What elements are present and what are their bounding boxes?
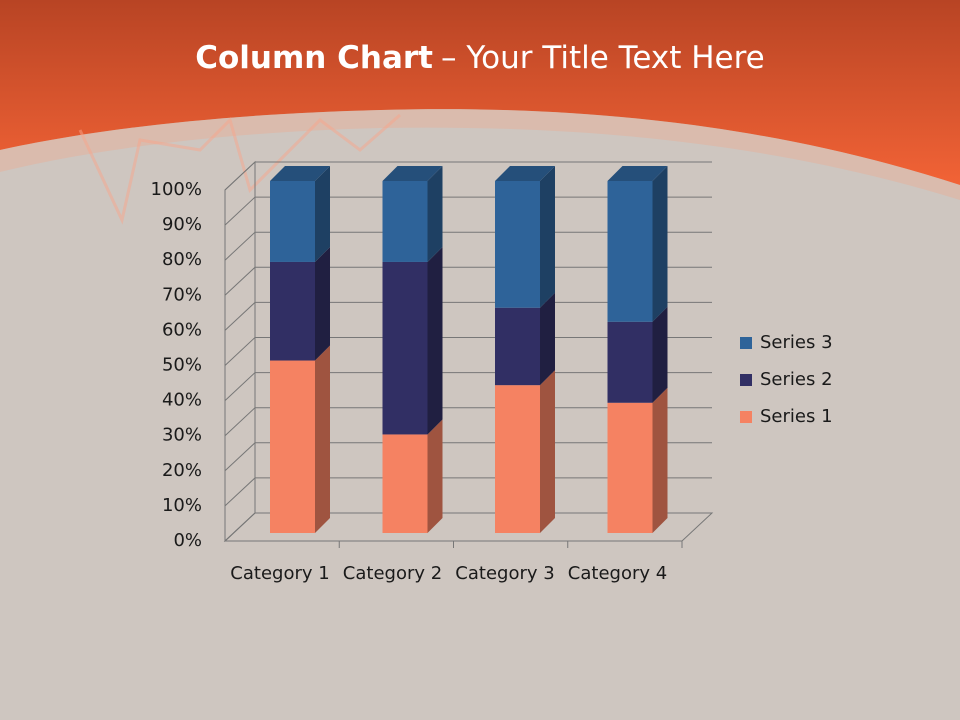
grid-line (224, 301, 712, 331)
x-tick-label: Category 3 (455, 563, 555, 584)
y-tick-label: 90% (162, 214, 202, 235)
title-bold: Column Chart (195, 40, 433, 76)
bar-side (652, 166, 668, 322)
x-tick-label: Category 1 (230, 563, 330, 584)
bar-side (540, 370, 555, 533)
bar-front (382, 434, 428, 533)
y-tick-label: 80% (162, 249, 202, 270)
bar-front (270, 360, 315, 533)
y-tick-label: 50% (162, 355, 202, 376)
grid-line (224, 477, 712, 507)
bar-front (495, 181, 540, 308)
title-rest: – Your Title Text Here (441, 40, 765, 76)
legend-swatch (740, 337, 752, 349)
bar-side (540, 166, 555, 308)
bar-side (427, 419, 443, 533)
grid-line (224, 512, 712, 542)
bar-side (315, 345, 330, 533)
legend-swatch (740, 411, 752, 423)
grid-line (224, 337, 712, 366)
grid-line (224, 266, 712, 296)
bar-top (270, 166, 330, 181)
title: Column Chart – Your Title Text Here (0, 40, 960, 76)
bar-side (315, 166, 330, 262)
y-tick-label: 100% (151, 179, 202, 200)
y-tick-label: 70% (162, 284, 202, 305)
bar-top (495, 166, 555, 181)
y-tick-label: 40% (162, 390, 202, 411)
y-tick-label: 10% (162, 495, 202, 516)
grid-line (224, 372, 712, 401)
legend-label: Series 2 (760, 369, 833, 390)
bar-front (607, 181, 653, 322)
x-tick-label: Category 4 (567, 563, 668, 584)
bar-front (270, 181, 315, 262)
bar-side (652, 306, 668, 403)
bar-side (315, 246, 330, 361)
legend-label: Series 3 (760, 332, 833, 353)
grid-line (224, 231, 712, 261)
plot: 0% 10% 20% 30% 40% 50% 60% 70% 80% 90% 100% Series … (151, 160, 833, 551)
bar-front (495, 307, 540, 386)
bar-front (382, 181, 428, 262)
legend-label: Series 1 (760, 406, 833, 427)
y-tick-label: 20% (162, 460, 202, 481)
bar-front (607, 402, 653, 533)
bar-top (607, 166, 668, 181)
legend-swatch (740, 374, 752, 386)
y-tick-label: 30% (162, 425, 202, 446)
header-glow (0, 109, 960, 200)
x-tick-label: Category 2 (342, 563, 443, 584)
bar-top (382, 166, 443, 181)
grid-line (224, 196, 712, 226)
bar-front (270, 261, 315, 361)
bar-front (607, 321, 653, 403)
y-tick-label: 0% (173, 530, 202, 551)
grid-line (224, 161, 712, 191)
bar-front (382, 261, 428, 435)
grid-line (224, 442, 712, 472)
grid-line (224, 407, 712, 437)
bar-side (427, 166, 443, 262)
bar-side (427, 246, 443, 435)
y-tick-label: 60% (162, 319, 202, 340)
decor-line (78, 113, 401, 225)
bar-side (540, 292, 555, 386)
header-band (0, 0, 960, 185)
bar-front (495, 385, 540, 533)
bar-side (652, 387, 668, 533)
